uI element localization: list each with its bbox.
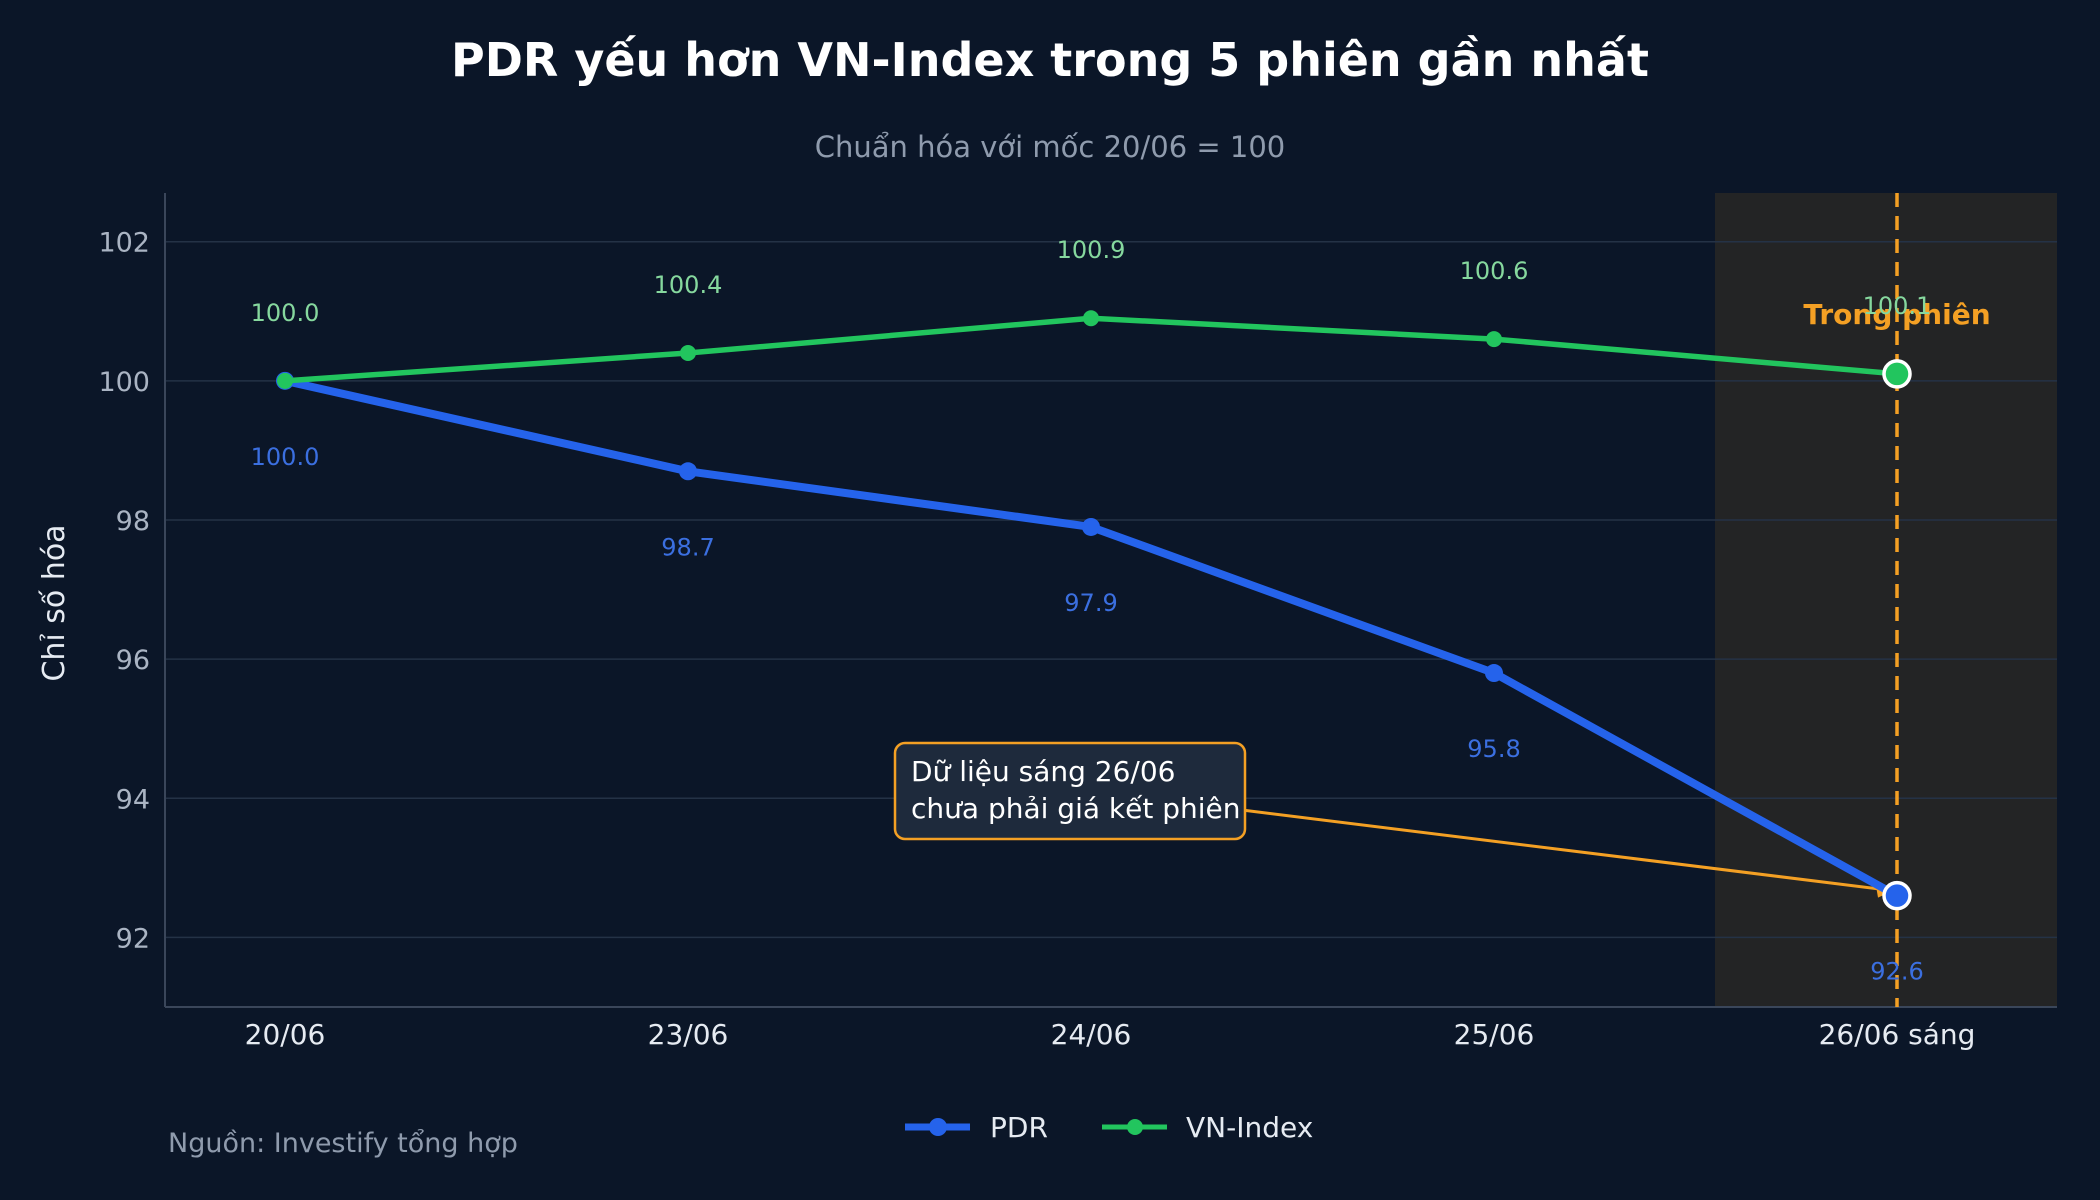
plot-area: 92 94 96 98 100 102 20/06 23/06 24/06 25/06 26/06 … <box>98 193 2057 1051</box>
data-label-pdr: 100.0 <box>251 443 320 471</box>
legend-item-vnindex[interactable]: VN-Index <box>1102 1111 1313 1144</box>
highlight-band <box>1715 193 2057 1007</box>
data-label-vnindex: 100.1 <box>1863 292 1932 320</box>
annotation-text-line: chưa phải giá kết phiên <box>911 792 1241 825</box>
x-tick-label: 24/06 <box>1051 1018 1132 1051</box>
data-label-pdr: 97.9 <box>1064 589 1117 617</box>
annotation-arrow <box>1241 808 1894 893</box>
y-tick-label: 96 <box>116 645 150 676</box>
data-point-vnindex[interactable] <box>1083 310 1099 327</box>
x-tick-label: 20/06 <box>245 1018 326 1051</box>
legend-item-pdr[interactable]: PDR <box>905 1111 1048 1144</box>
chart-subtitle: Chuẩn hóa với mốc 20/06 = 100 <box>815 130 1286 164</box>
legend: PDR VN-Index <box>905 1111 1313 1144</box>
legend-label-vnindex: VN-Index <box>1186 1111 1313 1144</box>
data-label-pdr: 95.8 <box>1467 735 1520 763</box>
data-label-pdr: 92.6 <box>1870 958 1923 986</box>
legend-marker-vnindex <box>1127 1119 1143 1135</box>
data-point-vnindex[interactable] <box>680 345 696 362</box>
annotation-box <box>893 741 1247 841</box>
data-point-vnindex[interactable] <box>277 372 293 389</box>
data-point-vnindex[interactable] <box>1486 331 1502 348</box>
chart-title: PDR yếu hơn VN-Index trong 5 phiên gần n… <box>451 33 1649 87</box>
data-point-pdr-latest[interactable] <box>1882 880 1912 911</box>
data-label-vnindex: 100.0 <box>251 299 320 327</box>
y-tick-label: 92 <box>116 923 150 954</box>
x-tick-label: 25/06 <box>1454 1018 1535 1051</box>
annotation-text-line: Dữ liệu sáng 26/06 <box>911 755 1176 788</box>
source-note: Nguồn: Investify tổng hợp <box>168 1128 518 1159</box>
data-label-vnindex: 100.9 <box>1057 236 1126 264</box>
x-tick-label: 26/06 sáng <box>1819 1018 1976 1051</box>
y-tick-label: 94 <box>116 784 150 815</box>
data-point-pdr[interactable] <box>1082 517 1100 536</box>
data-point-pdr[interactable] <box>679 462 697 481</box>
x-tick-label: 23/06 <box>648 1018 729 1051</box>
data-label-vnindex: 100.6 <box>1460 257 1529 285</box>
data-label-vnindex: 100.4 <box>654 271 723 299</box>
highlight-band-label: Trong phiên <box>1803 298 1990 331</box>
y-tick-label: 102 <box>98 228 150 259</box>
data-point-pdr[interactable] <box>1485 664 1503 683</box>
y-tick-label: 98 <box>116 506 150 537</box>
y-axis-label: Chỉ số hóa <box>37 524 72 681</box>
legend-marker-pdr <box>929 1118 947 1136</box>
data-point-vnindex-latest[interactable] <box>1882 359 1912 389</box>
legend-label-pdr: PDR <box>990 1111 1048 1144</box>
data-label-pdr: 98.7 <box>661 533 714 561</box>
y-tick-label: 100 <box>98 367 150 398</box>
